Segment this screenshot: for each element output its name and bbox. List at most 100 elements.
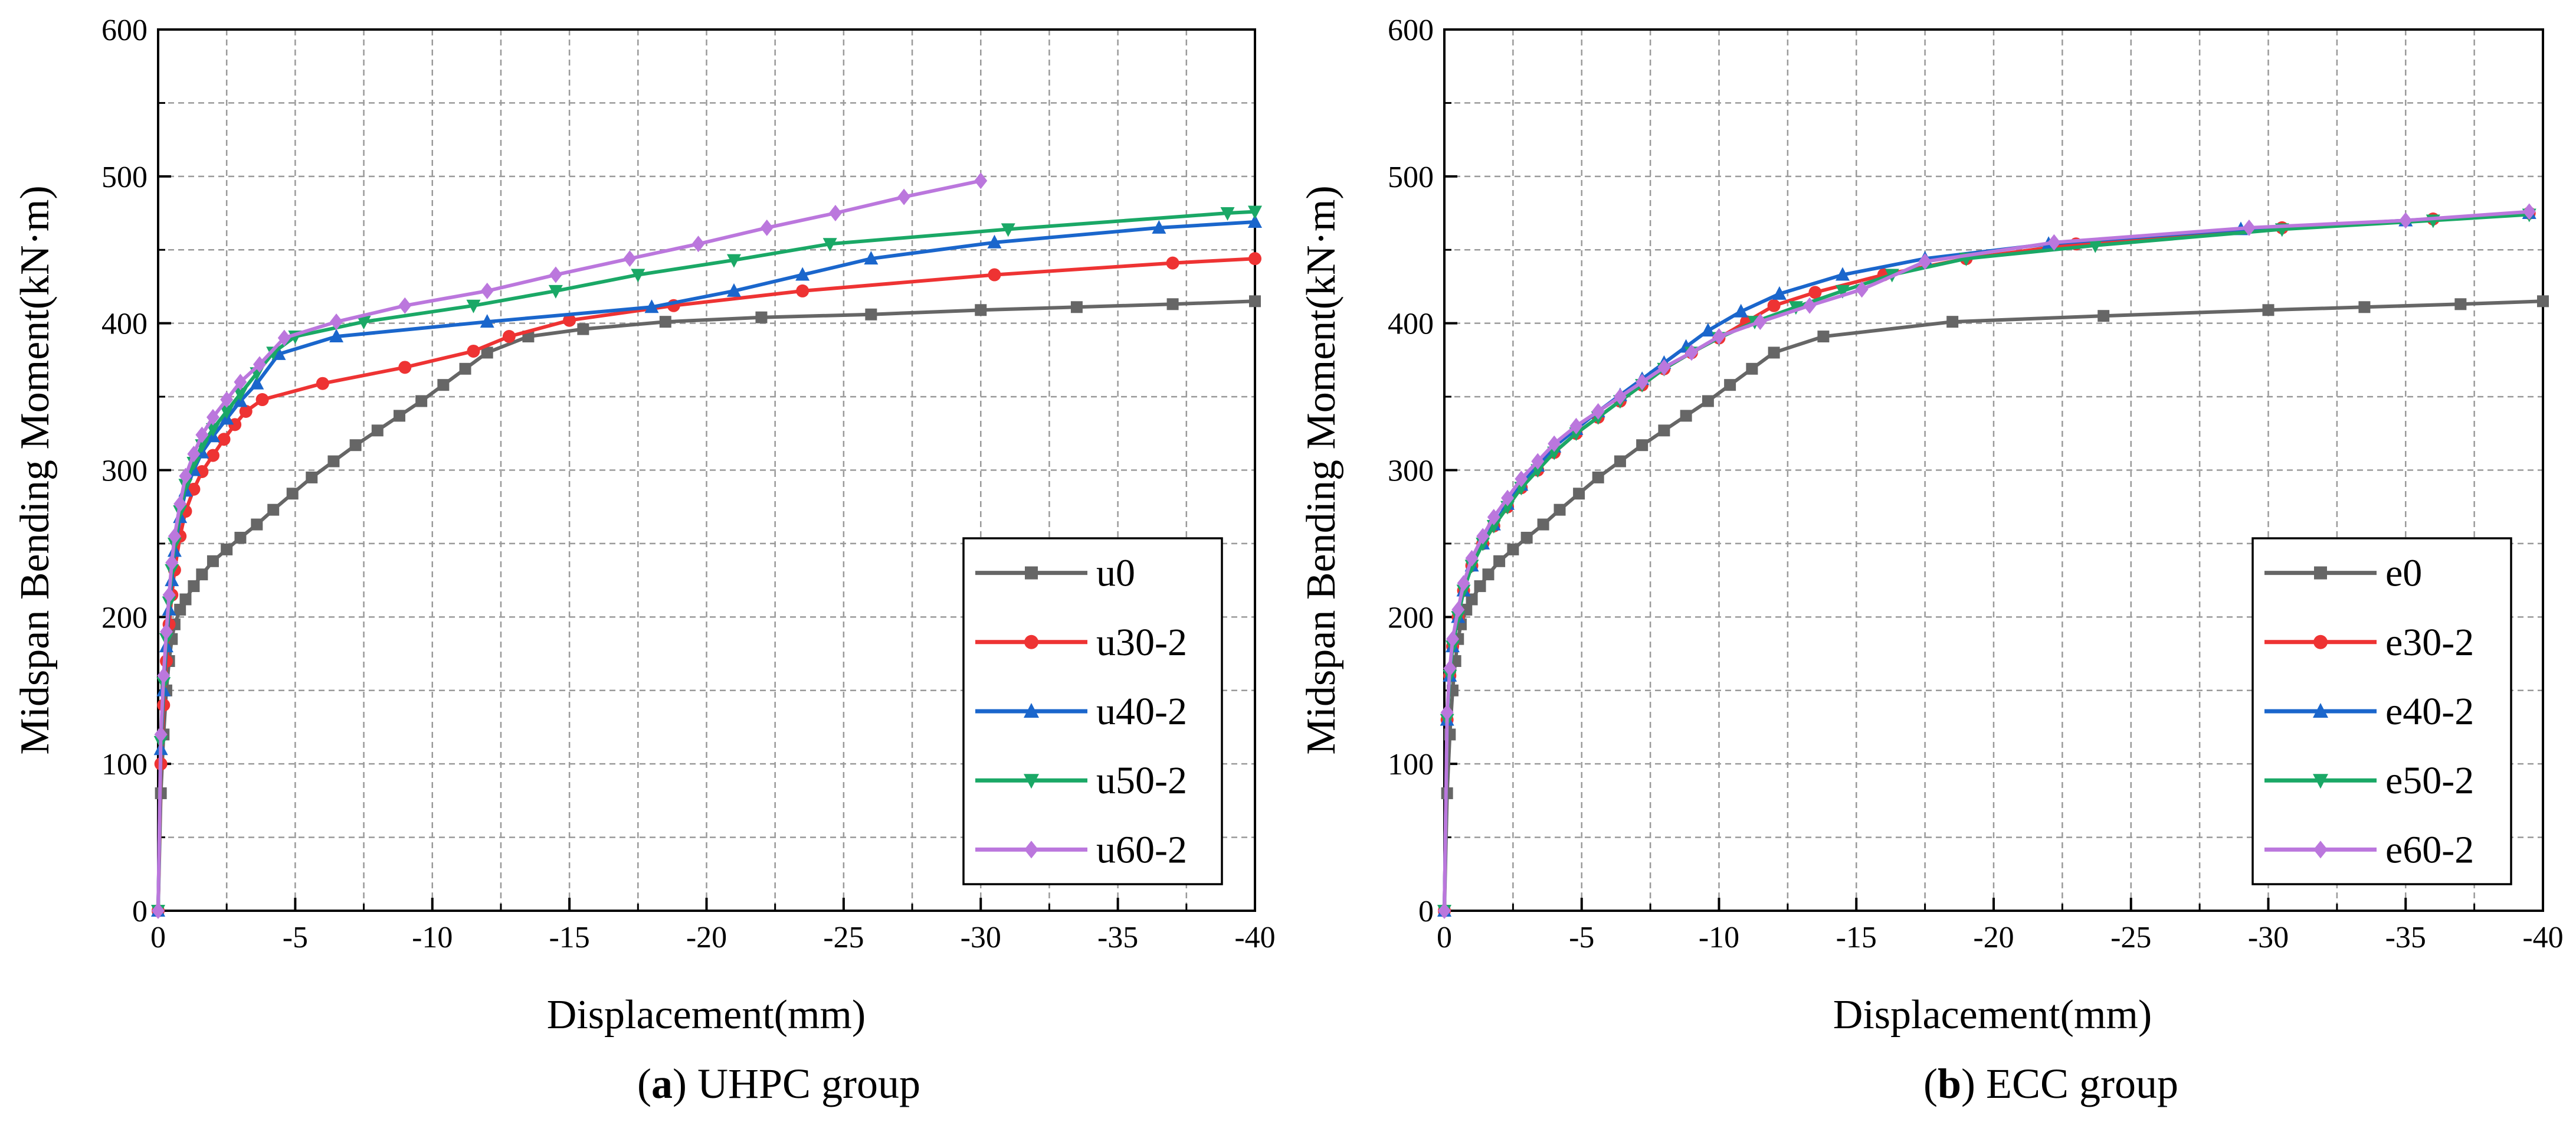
caption-paren-close: )	[673, 1060, 687, 1107]
caption-paren-open: (	[637, 1060, 651, 1107]
x-tick-label: -20	[686, 921, 727, 954]
data-point	[1768, 346, 1780, 359]
data-point	[1531, 453, 1545, 470]
series-u60-2	[152, 172, 988, 919]
data-point	[1457, 575, 1470, 592]
data-point	[1712, 328, 1726, 345]
legend-swatch-marker	[2313, 841, 2328, 859]
data-point	[1249, 295, 1261, 308]
data-point	[1788, 301, 1803, 315]
legend-swatch-marker	[2314, 566, 2327, 580]
caption-panel-letter: a	[651, 1060, 673, 1107]
data-point	[459, 362, 471, 375]
series-e0	[1438, 295, 2549, 917]
data-point	[1248, 214, 1262, 228]
data-point	[168, 528, 181, 545]
data-point	[271, 346, 286, 360]
data-point	[988, 268, 1001, 282]
legend-label: u60-2	[1096, 828, 1187, 871]
x-tick-label: -30	[2248, 921, 2289, 954]
data-point	[1835, 267, 1850, 281]
data-point	[1684, 344, 1698, 361]
legend-swatch-marker	[1024, 703, 1039, 718]
data-point	[467, 344, 480, 358]
data-point	[1614, 455, 1626, 467]
legend-swatch-marker	[1024, 774, 1039, 789]
data-point	[691, 236, 705, 253]
data-point	[466, 299, 481, 313]
data-point	[760, 219, 774, 236]
y-tick-label: 500	[101, 161, 148, 194]
legend-label: e40-2	[2385, 690, 2474, 733]
data-point	[563, 313, 576, 327]
data-point	[865, 308, 877, 321]
data-point	[1657, 359, 1671, 376]
legend: u0 u30-2 u40-2 u50-2 u60-2	[962, 537, 1223, 885]
legend-item-u0: u0	[975, 552, 1135, 595]
caption-title: ECC group	[1975, 1060, 2178, 1107]
data-point	[2242, 219, 2256, 236]
data-point	[502, 330, 516, 344]
data-point	[187, 446, 201, 463]
data-point	[1166, 256, 1179, 270]
legend-swatch-marker	[1025, 566, 1038, 580]
data-point	[1166, 298, 1179, 310]
data-point	[1918, 253, 1932, 270]
data-point	[187, 482, 201, 496]
data-point	[393, 410, 405, 422]
data-point	[1855, 281, 1869, 298]
data-point	[1573, 488, 1585, 500]
y-tick-label: 500	[1388, 161, 1434, 194]
data-point	[2537, 295, 2549, 308]
x-tick-label: -5	[283, 921, 308, 954]
legend-swatch-marker	[1024, 635, 1038, 649]
legend: e0 e30-2 e40-2 e50-2 e60-2	[2251, 537, 2512, 885]
legend-swatch-marker	[1024, 841, 1038, 859]
data-point	[205, 423, 220, 437]
data-point	[437, 379, 450, 391]
series-e60-2	[1438, 203, 2536, 919]
data-point	[1702, 395, 1714, 407]
data-point	[220, 391, 234, 408]
x-axis-title: Displacement(mm)	[547, 992, 866, 1038]
legend-item-e50-2: e50-2	[2264, 759, 2474, 802]
data-point	[267, 503, 280, 516]
legend-item-e0: e0	[2264, 552, 2422, 595]
data-point	[1548, 435, 1561, 452]
data-point	[2522, 203, 2536, 220]
data-point	[415, 395, 428, 407]
data-point	[1808, 286, 1822, 299]
legend-item-u60-2: u60-2	[975, 828, 1187, 871]
x-axis: 0 -5 -10 -15 -20 -25 -30 -35 -40	[150, 898, 1276, 954]
x-axis-title: Displacement(mm)	[1833, 992, 2152, 1038]
y-tick-label: 100	[1388, 748, 1434, 781]
chart-panel-b: 0 -5 -10 -15 -20 -25 -30 -35 -40 0 100 200 300 400 500…	[1299, 14, 2564, 1107]
data-point	[1507, 543, 1519, 555]
y-tick-label: 200	[101, 601, 148, 635]
legend-item-u40-2: u40-2	[975, 690, 1187, 733]
x-tick-label: -15	[549, 921, 589, 954]
caption-panel-letter: b	[1938, 1060, 1961, 1107]
data-point	[975, 304, 987, 316]
data-point	[987, 234, 1002, 248]
data-point	[822, 238, 837, 252]
data-point	[726, 254, 741, 268]
data-point	[250, 375, 264, 390]
data-point	[1152, 220, 1166, 234]
data-point	[162, 587, 176, 604]
data-point	[1636, 374, 1649, 391]
data-point	[1835, 284, 1850, 299]
data-point	[286, 488, 299, 500]
legend-item-e60-2: e60-2	[2264, 828, 2474, 871]
data-point	[356, 316, 371, 330]
legend-item-u50-2: u50-2	[975, 759, 1187, 802]
data-point	[726, 283, 741, 297]
data-point	[398, 361, 412, 374]
legend-label: e30-2	[2385, 621, 2474, 664]
y-tick-label: 400	[1388, 308, 1434, 341]
y-axis-title: Midspan Bending Moment(kN·m)	[1299, 185, 1344, 754]
data-point	[1733, 303, 1748, 318]
data-point	[2358, 301, 2371, 313]
caption-paren-close: )	[1961, 1060, 1975, 1107]
data-point	[1070, 301, 1083, 313]
